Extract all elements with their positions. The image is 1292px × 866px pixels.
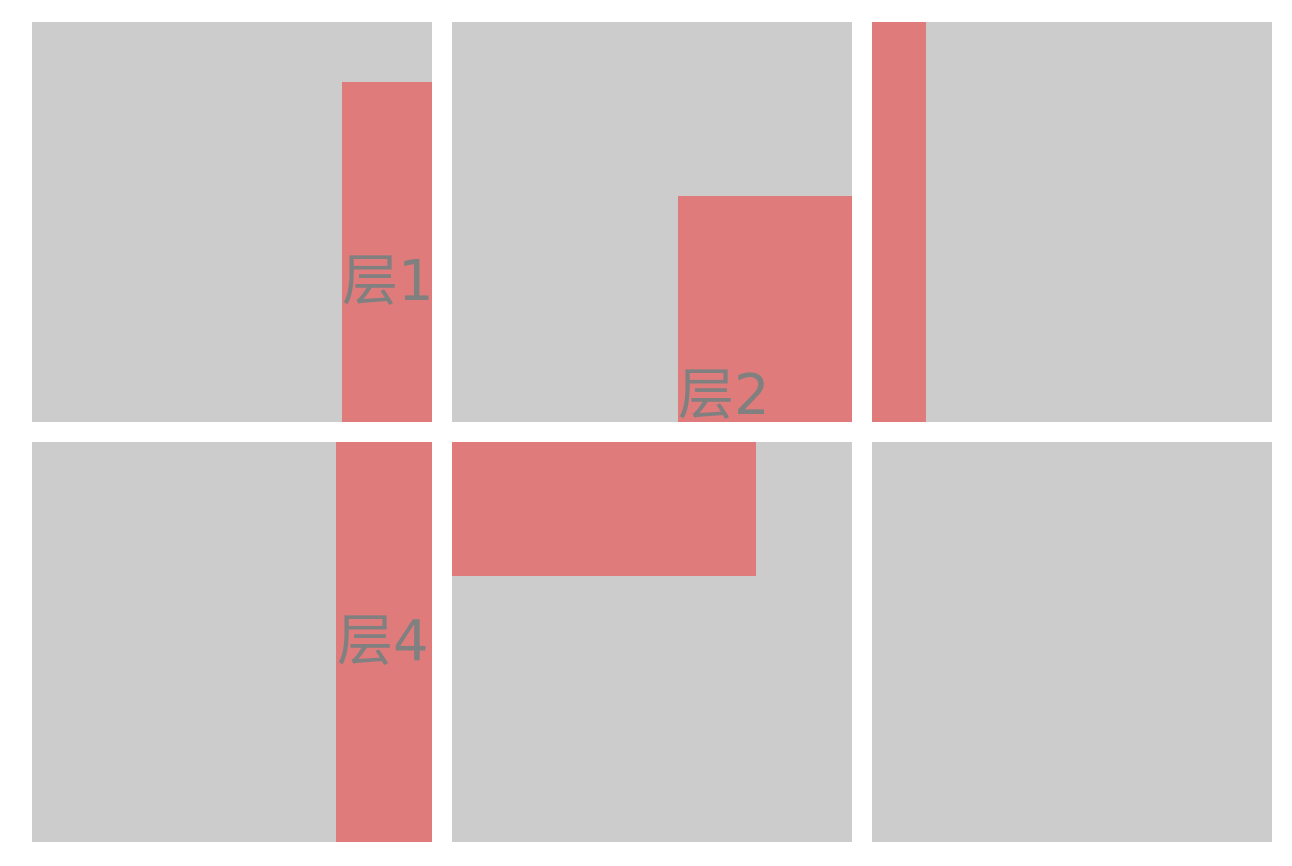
layer-label-4: 层4	[337, 609, 429, 674]
layer-panel-4: 层4	[32, 442, 432, 842]
layer-label-1: 层1	[342, 249, 432, 314]
layer-panel-3	[872, 22, 1272, 422]
layer-panel-1: 层1	[32, 22, 432, 422]
layer-overlay-1	[342, 82, 432, 422]
layer-panel-2: 层2	[452, 22, 852, 422]
layer-overlay-3	[872, 22, 926, 422]
layer-label-2: 层2	[678, 363, 770, 423]
layer-overlay-4	[336, 442, 432, 842]
layer-overlay-2	[678, 196, 852, 422]
layer-panel-6	[872, 442, 1272, 842]
layer-overlay-5	[452, 442, 756, 576]
layer-panel-5	[452, 442, 852, 842]
